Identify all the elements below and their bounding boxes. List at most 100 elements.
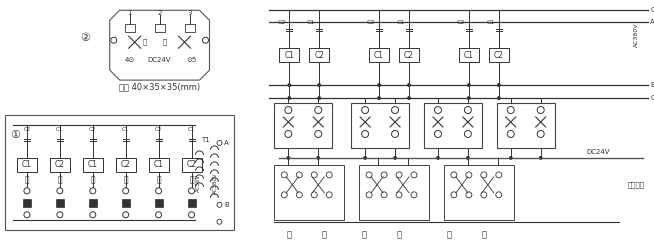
Text: 红: 红 [143, 39, 146, 45]
Text: C: C [651, 7, 654, 13]
Bar [182, 158, 201, 172]
Bar [50, 158, 70, 172]
Text: 前: 前 [156, 175, 161, 184]
Circle shape [57, 212, 63, 218]
Circle shape [466, 156, 470, 159]
Circle shape [281, 192, 287, 198]
Circle shape [508, 130, 514, 138]
Circle shape [451, 172, 457, 178]
Circle shape [362, 106, 369, 113]
Text: C: C [651, 95, 654, 101]
Text: C2: C2 [186, 160, 197, 169]
Circle shape [392, 106, 398, 113]
Bar [274, 103, 332, 148]
Bar [279, 48, 300, 62]
Text: C1: C1 [56, 128, 63, 132]
Text: 下: 下 [322, 230, 327, 239]
Bar [154, 24, 165, 32]
Bar [489, 48, 509, 62]
Text: 绿: 绿 [162, 39, 167, 45]
Text: 3: 3 [187, 10, 192, 16]
Bar [274, 165, 344, 220]
Text: 右: 右 [396, 230, 402, 239]
Bar [399, 48, 419, 62]
Text: 左: 左 [362, 230, 367, 239]
Text: 1: 1 [128, 10, 132, 16]
Text: 2: 2 [158, 10, 162, 16]
Circle shape [318, 96, 320, 100]
Circle shape [436, 156, 439, 159]
Circle shape [411, 192, 417, 198]
Circle shape [311, 192, 317, 198]
Circle shape [90, 212, 95, 218]
Circle shape [318, 84, 320, 87]
Bar [184, 24, 194, 32]
Text: C1: C1 [307, 20, 315, 25]
Bar [148, 158, 169, 172]
Circle shape [284, 130, 292, 138]
Circle shape [317, 156, 320, 159]
Circle shape [396, 172, 402, 178]
Circle shape [434, 130, 441, 138]
Circle shape [377, 84, 381, 87]
Circle shape [188, 212, 194, 218]
Circle shape [24, 188, 30, 194]
Text: 右: 右 [124, 175, 128, 184]
Text: C2: C2 [494, 51, 504, 60]
Text: 按钮开关: 按钮开关 [628, 182, 645, 188]
Bar [116, 158, 135, 172]
Circle shape [203, 37, 209, 43]
Text: C2: C2 [55, 160, 65, 169]
Circle shape [311, 172, 317, 178]
Circle shape [90, 188, 95, 194]
Circle shape [539, 156, 542, 159]
Circle shape [481, 192, 487, 198]
Circle shape [381, 172, 387, 178]
Bar [125, 24, 135, 32]
Circle shape [288, 84, 291, 87]
Text: 下: 下 [58, 175, 62, 184]
Text: C2: C2 [121, 160, 131, 169]
Circle shape [497, 84, 500, 87]
Circle shape [394, 156, 396, 159]
Text: C2: C2 [314, 51, 324, 60]
Bar [5, 115, 234, 230]
Text: C1: C1 [22, 160, 32, 169]
Text: C2: C2 [456, 20, 465, 25]
Circle shape [362, 130, 369, 138]
Text: 4⊙: 4⊙ [124, 57, 135, 63]
Circle shape [217, 140, 222, 146]
Circle shape [287, 156, 290, 159]
Text: 前: 前 [447, 230, 451, 239]
Circle shape [537, 106, 544, 113]
Circle shape [496, 172, 502, 178]
Circle shape [123, 212, 129, 218]
Text: 左: 左 [90, 175, 95, 184]
Circle shape [464, 106, 472, 113]
Circle shape [509, 156, 512, 159]
Text: C1: C1 [154, 160, 164, 169]
Bar [444, 165, 514, 220]
Circle shape [24, 212, 30, 218]
Text: C1: C1 [374, 51, 384, 60]
Circle shape [315, 106, 322, 113]
Text: AC380V: AC380V [634, 23, 638, 47]
Circle shape [497, 96, 500, 100]
Circle shape [434, 106, 441, 113]
Text: C2: C2 [367, 20, 375, 25]
Circle shape [364, 156, 367, 159]
Circle shape [468, 84, 470, 87]
Circle shape [496, 192, 502, 198]
Circle shape [381, 192, 387, 198]
Circle shape [296, 192, 302, 198]
Circle shape [326, 192, 332, 198]
Text: AC380V: AC380V [213, 172, 218, 194]
Text: C2: C2 [155, 128, 162, 132]
Circle shape [411, 172, 417, 178]
Circle shape [156, 188, 162, 194]
Circle shape [217, 219, 222, 224]
Text: C1: C1 [464, 51, 474, 60]
Text: 后: 后 [189, 175, 194, 184]
Bar [83, 158, 103, 172]
Circle shape [466, 172, 472, 178]
